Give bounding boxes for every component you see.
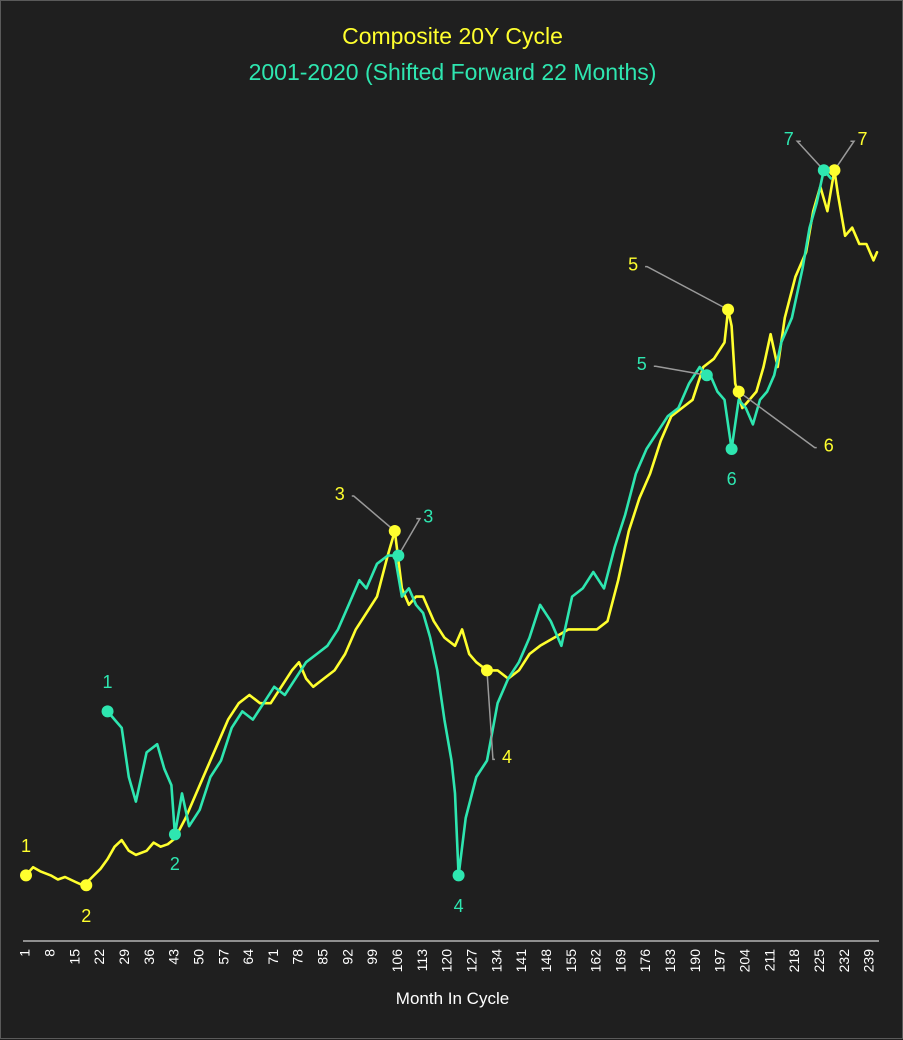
chart-subtitle: 2001-2020 (Shifted Forward 22 Months) <box>248 59 657 85</box>
yellow-turning-point-marker <box>20 869 32 882</box>
yellow-annotation-label: 5 <box>628 254 638 274</box>
annotation-leader-line <box>486 670 495 761</box>
x-tick-label: 232 <box>836 949 852 973</box>
yellow-annotation-label: 1 <box>21 836 31 856</box>
annotation-leader-line <box>351 495 396 532</box>
x-tick-label: 36 <box>141 949 157 965</box>
yellow-annotation-label: 4 <box>502 747 512 767</box>
annotation-leader-line <box>833 140 856 171</box>
annotation-leader-line <box>738 390 817 449</box>
x-tick-label: 15 <box>66 949 82 965</box>
teal-annotation-label: 1 <box>103 672 113 692</box>
x-tick-label: 183 <box>662 949 678 973</box>
teal-turning-point-marker <box>700 369 713 382</box>
yellow-series-line <box>24 168 879 887</box>
teal-turning-point-marker <box>817 164 830 177</box>
x-tick-label: 190 <box>687 949 703 973</box>
teal-turning-point-marker <box>168 828 181 841</box>
teal-turning-point-marker <box>101 705 114 718</box>
teal-turning-point-marker <box>392 549 405 562</box>
annotation-leader-line <box>653 365 707 376</box>
x-tick-label: 169 <box>612 949 628 973</box>
teal-turning-point-marker <box>452 869 465 882</box>
x-tick-label: 50 <box>190 949 206 965</box>
x-tick-label: 71 <box>265 949 281 965</box>
yellow-annotation-label: 2 <box>81 906 91 926</box>
yellow-annotation-label: 6 <box>824 435 834 455</box>
yellow-turning-point-marker <box>480 664 493 677</box>
teal-series-line <box>106 168 833 877</box>
x-tick-label: 127 <box>463 949 479 973</box>
x-tick-label: 106 <box>389 949 405 973</box>
teal-annotation-label: 6 <box>727 469 737 489</box>
x-tick-label: 22 <box>91 949 107 965</box>
x-tick-label: 78 <box>290 949 306 965</box>
yellow-turning-point-marker <box>722 303 735 316</box>
x-tick-label: 1 <box>17 949 33 957</box>
x-tick-label: 148 <box>538 949 554 973</box>
yellow-turning-point-marker <box>80 879 93 892</box>
teal-annotation-label: 4 <box>454 896 464 916</box>
yellow-turning-point-marker <box>388 525 401 537</box>
teal-turning-point-marker <box>725 443 738 455</box>
x-tick-label: 239 <box>861 949 877 973</box>
x-tick-label: 211 <box>761 949 777 972</box>
teal-annotation-label: 5 <box>637 354 647 374</box>
x-tick-label: 43 <box>166 949 182 965</box>
annotation-leader-line <box>795 140 825 171</box>
x-tick-label: 8 <box>42 949 58 957</box>
yellow-annotation-label: 7 <box>857 129 867 149</box>
x-tick-label: 176 <box>637 949 653 973</box>
teal-annotation-label: 2 <box>170 854 180 874</box>
x-tick-label: 155 <box>563 949 579 973</box>
x-tick-label: 120 <box>439 949 455 973</box>
x-tick-label: 29 <box>116 949 132 965</box>
x-tick-label: 162 <box>588 949 604 973</box>
yellow-turning-point-marker <box>828 164 841 177</box>
x-tick-label: 197 <box>712 949 728 973</box>
annotation-leader-line <box>397 517 422 556</box>
x-tick-label: 64 <box>240 949 256 965</box>
x-axis-label: Month In Cycle <box>395 989 510 1008</box>
chart-title: Composite 20Y Cycle <box>342 23 563 49</box>
x-tick-label: 85 <box>315 949 331 965</box>
x-tick-label: 99 <box>364 949 380 965</box>
x-tick-label: 225 <box>811 949 827 973</box>
x-tick-label: 57 <box>215 949 231 965</box>
teal-annotation-label: 3 <box>423 506 433 526</box>
x-tick-label: 141 <box>513 949 529 973</box>
x-tick-label: 204 <box>737 949 753 973</box>
annotation-leader-line <box>645 265 729 311</box>
yellow-turning-point-marker <box>732 385 745 398</box>
x-tick-label: 134 <box>488 949 504 973</box>
teal-annotation-label: 7 <box>784 129 794 149</box>
x-tick-label: 218 <box>786 949 802 973</box>
yellow-annotation-label: 3 <box>335 484 345 504</box>
x-tick-label: 113 <box>414 949 430 972</box>
x-tick-label: 92 <box>339 949 355 965</box>
